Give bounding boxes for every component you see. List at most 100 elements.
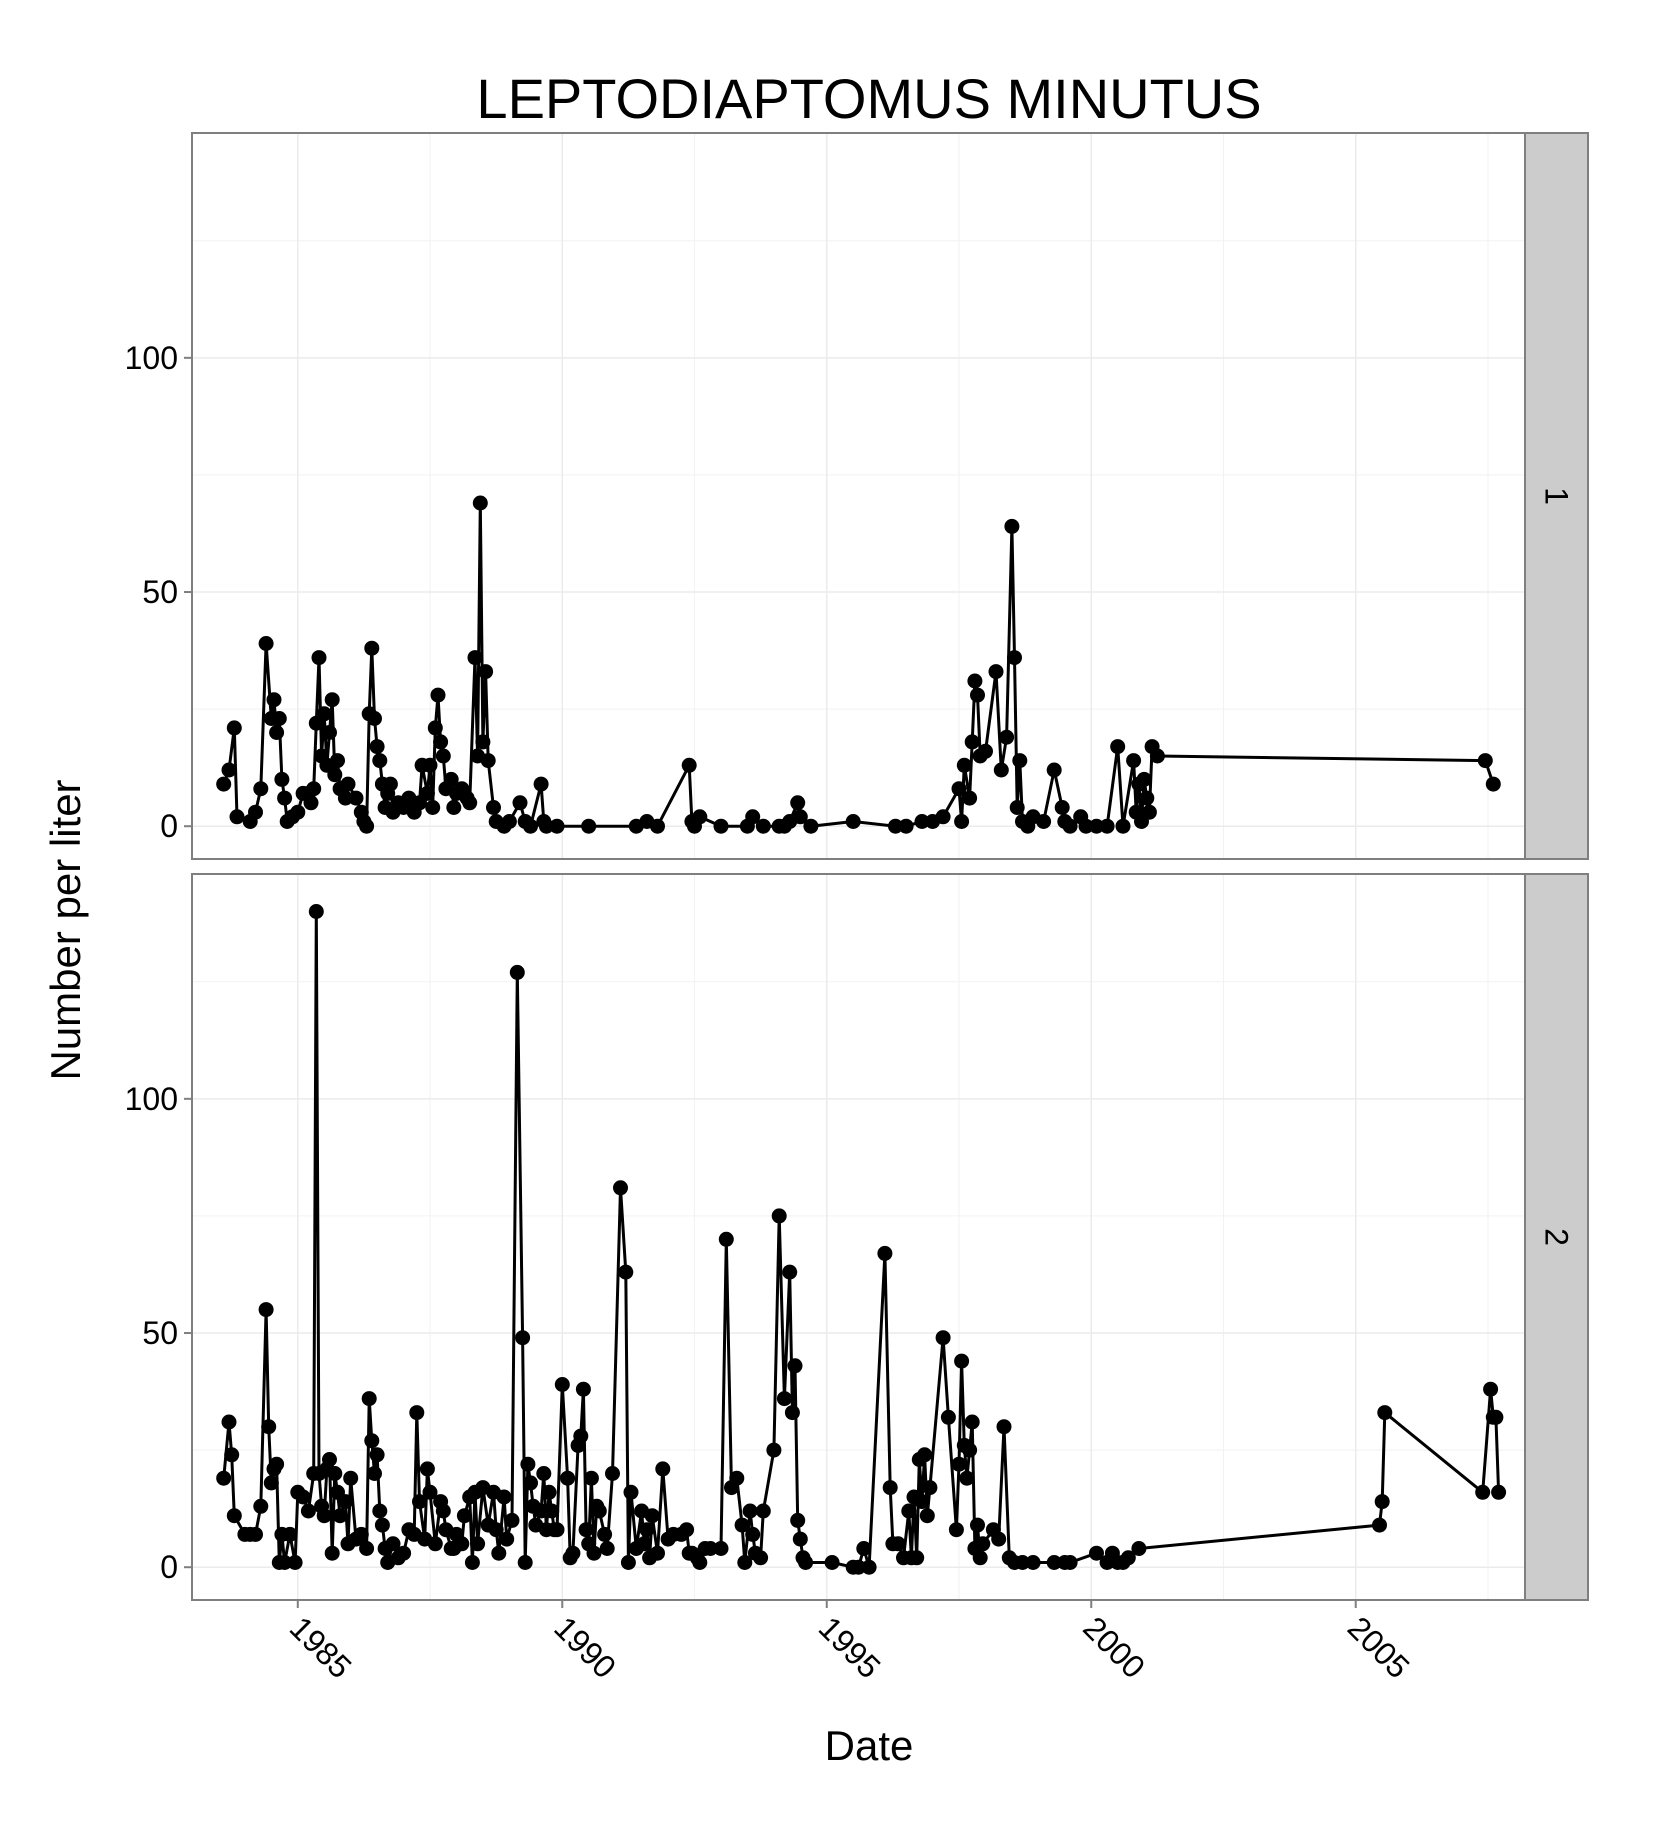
data-point — [962, 1442, 978, 1458]
x-tick-label: 1985 — [283, 1609, 359, 1685]
y-tick-label: 0 — [160, 808, 178, 844]
data-point — [597, 1526, 613, 1542]
data-point — [364, 640, 380, 656]
data-point — [914, 814, 930, 829]
panel-background — [192, 874, 1525, 1600]
data-point — [753, 1550, 769, 1566]
data-point — [1136, 771, 1152, 787]
data-point — [573, 1428, 589, 1444]
data-point — [935, 1330, 951, 1346]
data-point — [599, 1541, 615, 1556]
data-point — [274, 771, 290, 787]
data-point — [462, 795, 478, 811]
data-point — [964, 1414, 980, 1430]
data-point — [856, 1541, 872, 1556]
data-point — [1149, 748, 1165, 764]
data-point — [509, 964, 525, 980]
data-point — [613, 1180, 628, 1196]
data-point — [422, 1484, 438, 1500]
data-point — [340, 776, 356, 792]
data-point — [713, 818, 729, 834]
data-point — [287, 1555, 303, 1570]
facet-strip-label: 1 — [1539, 487, 1575, 505]
data-point — [845, 814, 861, 829]
data-point — [1089, 1545, 1104, 1561]
data-point — [771, 1208, 787, 1224]
data-point — [435, 1503, 451, 1519]
data-point — [517, 1555, 533, 1570]
data-point — [271, 711, 287, 726]
data-point — [303, 795, 319, 811]
data-point — [729, 1470, 745, 1486]
data-point — [790, 1512, 806, 1528]
data-point — [248, 804, 263, 820]
data-point — [792, 809, 808, 825]
data-point — [330, 753, 345, 769]
data-point — [538, 818, 554, 834]
data-point — [486, 800, 501, 815]
data-point — [636, 1536, 652, 1552]
data-point — [970, 687, 985, 703]
data-point — [888, 818, 903, 834]
data-point — [1120, 1550, 1136, 1566]
data-point — [1139, 790, 1155, 806]
data-point — [504, 1512, 520, 1528]
data-point — [1015, 1555, 1030, 1570]
data-point — [396, 1545, 412, 1561]
data-point — [1025, 1555, 1041, 1570]
data-point — [1099, 818, 1115, 834]
data-point — [248, 1526, 263, 1542]
facet-strip-label: 2 — [1539, 1228, 1575, 1246]
data-point — [972, 1550, 988, 1566]
data-point — [266, 692, 282, 708]
data-point — [337, 1494, 353, 1510]
data-point — [221, 762, 237, 778]
data-point — [1377, 1405, 1393, 1421]
data-point — [1046, 762, 1062, 778]
data-point — [940, 1409, 956, 1425]
data-point — [901, 1503, 917, 1519]
data-point — [623, 1484, 639, 1500]
data-point — [369, 739, 385, 755]
data-point — [1141, 804, 1157, 820]
data-point — [456, 1508, 472, 1524]
data-point — [221, 1414, 237, 1430]
data-point — [692, 809, 708, 825]
data-point — [618, 1264, 634, 1280]
data-point — [332, 1508, 348, 1524]
data-point — [1036, 814, 1052, 829]
data-point — [565, 1545, 581, 1561]
y-tick-label: 100 — [125, 340, 178, 376]
data-point — [480, 753, 496, 769]
data-point — [824, 1555, 840, 1570]
data-point — [978, 743, 993, 759]
data-point — [549, 818, 565, 834]
panel-background — [192, 133, 1525, 859]
data-point — [549, 1522, 565, 1538]
data-point — [322, 725, 337, 740]
data-point — [914, 1494, 930, 1510]
data-point — [433, 734, 449, 750]
data-point — [499, 1531, 515, 1547]
data-point — [909, 1550, 925, 1566]
data-point — [851, 1559, 866, 1575]
x-tick-label: 1990 — [547, 1609, 623, 1685]
data-point — [536, 1466, 552, 1481]
data-point — [951, 1456, 967, 1472]
data-point — [258, 1302, 274, 1318]
data-point — [359, 1541, 375, 1556]
data-point — [290, 804, 306, 820]
data-point — [306, 781, 322, 797]
data-point — [755, 818, 771, 834]
data-point — [544, 1503, 560, 1519]
data-point — [917, 1447, 933, 1463]
data-point — [581, 818, 597, 834]
data-point — [229, 809, 245, 825]
data-point — [1046, 1555, 1062, 1570]
data-point — [512, 795, 528, 811]
data-point — [790, 795, 806, 811]
data-point — [591, 1503, 607, 1519]
data-point — [422, 757, 438, 773]
panel-1: 1 0 50 100 — [125, 132, 1589, 860]
